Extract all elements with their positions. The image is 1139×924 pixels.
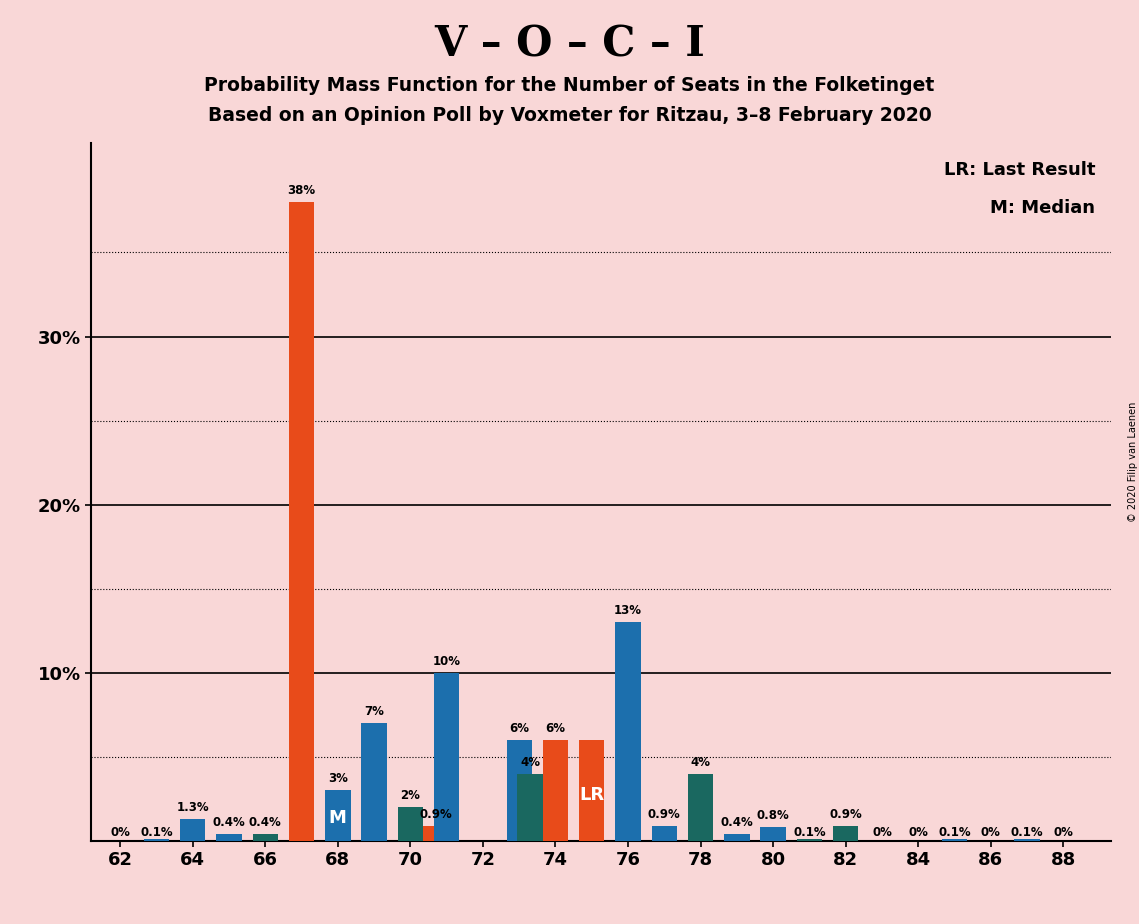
Bar — [543, 740, 568, 841]
Text: LR: Last Result: LR: Last Result — [944, 161, 1096, 178]
Bar — [398, 808, 423, 841]
Bar — [833, 826, 859, 841]
Bar — [507, 740, 532, 841]
Text: 0.4%: 0.4% — [213, 816, 245, 829]
Bar — [434, 673, 459, 841]
Bar — [615, 622, 641, 841]
Bar — [761, 827, 786, 841]
Bar — [289, 202, 314, 841]
Text: 38%: 38% — [287, 184, 316, 197]
Text: 0.4%: 0.4% — [249, 816, 281, 829]
Text: 4%: 4% — [690, 756, 711, 769]
Text: 10%: 10% — [433, 655, 460, 668]
Bar — [253, 834, 278, 841]
Text: 0.1%: 0.1% — [140, 826, 173, 839]
Bar — [724, 834, 749, 841]
Text: 0%: 0% — [110, 826, 130, 839]
Text: V – O – C – I: V – O – C – I — [434, 23, 705, 65]
Bar — [688, 773, 713, 841]
Text: 0.1%: 0.1% — [793, 826, 826, 839]
Text: 0.1%: 0.1% — [1010, 826, 1043, 839]
Text: 0%: 0% — [1054, 826, 1073, 839]
Text: Probability Mass Function for the Number of Seats in the Folketinget: Probability Mass Function for the Number… — [204, 76, 935, 95]
Text: © 2020 Filip van Laenen: © 2020 Filip van Laenen — [1129, 402, 1138, 522]
Bar — [361, 723, 387, 841]
Text: 13%: 13% — [614, 604, 642, 617]
Text: 0.8%: 0.8% — [756, 809, 789, 822]
Text: M: Median: M: Median — [990, 199, 1096, 217]
Text: M: M — [329, 809, 346, 827]
Text: 6%: 6% — [546, 722, 565, 735]
Bar — [579, 740, 605, 841]
Text: 0%: 0% — [981, 826, 1001, 839]
Text: 6%: 6% — [509, 722, 530, 735]
Text: LR: LR — [580, 786, 605, 805]
Text: 0.1%: 0.1% — [939, 826, 970, 839]
Bar — [180, 819, 205, 841]
Bar — [517, 773, 543, 841]
Bar — [942, 839, 967, 841]
Text: 0%: 0% — [872, 826, 892, 839]
Text: 3%: 3% — [328, 772, 347, 785]
Text: 0.9%: 0.9% — [648, 808, 681, 821]
Text: 0.4%: 0.4% — [721, 816, 753, 829]
Text: Based on an Opinion Poll by Voxmeter for Ritzau, 3–8 February 2020: Based on an Opinion Poll by Voxmeter for… — [207, 106, 932, 126]
Text: 0.9%: 0.9% — [419, 808, 452, 821]
Bar — [1015, 839, 1040, 841]
Text: 1.3%: 1.3% — [177, 801, 210, 814]
Bar — [216, 834, 241, 841]
Text: 0%: 0% — [908, 826, 928, 839]
Bar — [423, 826, 449, 841]
Bar — [325, 790, 351, 841]
Bar — [796, 839, 822, 841]
Text: 4%: 4% — [521, 756, 540, 769]
Bar — [652, 826, 677, 841]
Text: 7%: 7% — [364, 705, 384, 718]
Text: 2%: 2% — [401, 789, 420, 802]
Bar — [144, 839, 169, 841]
Text: 0.9%: 0.9% — [829, 808, 862, 821]
